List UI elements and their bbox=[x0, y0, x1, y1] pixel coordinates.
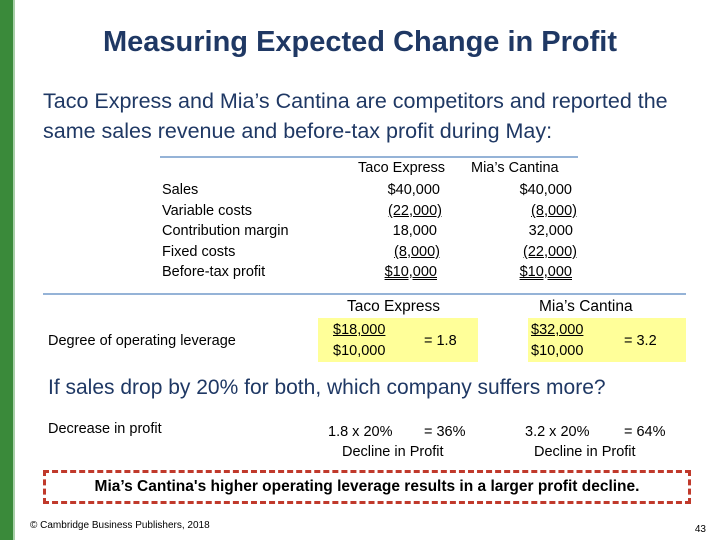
leverage-label: Degree of operating leverage bbox=[48, 333, 236, 349]
row-label-profit: Before-tax profit bbox=[162, 264, 266, 280]
taco-variable: (22,000) bbox=[387, 203, 442, 219]
header-taco: Taco Express bbox=[358, 160, 446, 176]
mia-fixed: (22,000) bbox=[522, 244, 577, 260]
leverage-header-taco: Taco Express bbox=[347, 298, 441, 315]
mia-dol-result: = 3.2 bbox=[624, 333, 657, 349]
taco-contribution: 18,000 bbox=[392, 223, 437, 239]
mia-dol-denominator: $10,000 bbox=[531, 343, 584, 359]
mia-dol-numerator: $32,000 bbox=[531, 322, 584, 338]
taco-decrease-note: Decline in Profit bbox=[342, 444, 444, 460]
intro-text: Taco Express and Mia’s Cantina are compe… bbox=[43, 89, 668, 143]
mia-decrease-result: = 64% bbox=[624, 424, 666, 440]
taco-decrease-calc: 1.8 x 20% bbox=[328, 424, 393, 440]
taco-profit: $10,000 bbox=[384, 264, 437, 280]
mia-leverage-highlight bbox=[528, 318, 686, 362]
mia-sales: $40,000 bbox=[519, 182, 572, 198]
taco-dol-denominator: $10,000 bbox=[333, 343, 386, 359]
mia-decrease-calc: 3.2 x 20% bbox=[525, 424, 590, 440]
row-label-sales: Sales bbox=[162, 182, 199, 198]
taco-sales: $40,000 bbox=[387, 182, 440, 198]
decrease-label: Decrease in profit bbox=[48, 421, 162, 437]
mia-contribution: 32,000 bbox=[528, 223, 573, 239]
row-label-fixed: Fixed costs bbox=[162, 244, 236, 260]
leverage-header-mia: Mia’s Cantina bbox=[539, 298, 633, 315]
taco-fixed: (8,000) bbox=[394, 244, 440, 260]
row-label-variable: Variable costs bbox=[162, 203, 252, 219]
slide-title: Measuring Expected Change in Profit bbox=[102, 26, 618, 58]
accent-bar-highlight bbox=[13, 0, 15, 540]
row-label-contribution: Contribution margin bbox=[162, 223, 289, 239]
table-top-rule bbox=[160, 156, 578, 158]
copyright-footer: © Cambridge Business Publishers, 2018 bbox=[30, 520, 210, 531]
question-text: If sales drop by 20% for both, which com… bbox=[48, 376, 606, 399]
taco-dol-result: = 1.8 bbox=[424, 333, 457, 349]
leverage-top-rule bbox=[43, 293, 686, 295]
header-mia: Mia’s Cantina bbox=[471, 160, 559, 176]
taco-dol-numerator: $18,000 bbox=[333, 322, 386, 338]
page-number: 43 bbox=[694, 524, 706, 535]
mia-variable: (8,000) bbox=[531, 203, 577, 219]
mia-profit: $10,000 bbox=[519, 264, 572, 280]
accent-bar bbox=[0, 0, 13, 540]
mia-decrease-note: Decline in Profit bbox=[534, 444, 636, 460]
conclusion-box: Mia’s Cantina's higher operating leverag… bbox=[43, 470, 691, 504]
taco-decrease-result: = 36% bbox=[424, 424, 466, 440]
taco-leverage-highlight bbox=[318, 318, 478, 362]
